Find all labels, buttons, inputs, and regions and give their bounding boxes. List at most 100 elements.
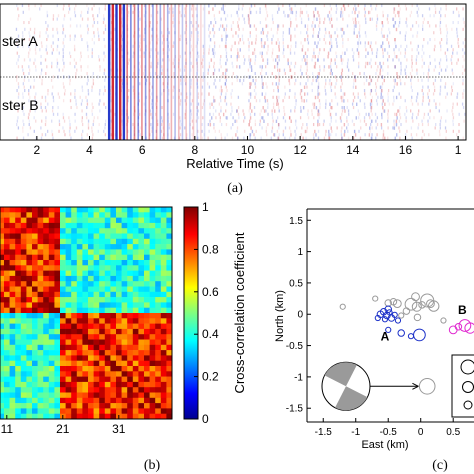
matrix-cell xyxy=(76,403,83,409)
trace-noise-mark xyxy=(39,31,41,35)
trace-noise-mark xyxy=(24,89,26,93)
trace-noise-mark xyxy=(167,112,169,116)
trace-noise-mark xyxy=(364,65,367,69)
matrix-cell xyxy=(65,207,72,213)
matrix-cell xyxy=(116,244,122,250)
trace-noise-mark xyxy=(63,17,65,21)
matrix-cell xyxy=(60,291,66,298)
trace-noise-mark xyxy=(184,116,186,120)
late-phase-mark xyxy=(239,38,241,42)
matrix-cell xyxy=(54,238,61,245)
trace-noise-mark xyxy=(230,112,232,116)
trace-noise-mark xyxy=(415,21,418,25)
arrival-stripe xyxy=(126,4,128,140)
late-phase-mark xyxy=(304,24,307,28)
trace-noise-mark xyxy=(456,7,458,11)
matrix-cell xyxy=(99,307,106,314)
matrix-cell xyxy=(93,403,100,409)
matrix-cell xyxy=(110,297,117,303)
trace-noise-mark xyxy=(208,51,210,55)
trace-noise-mark xyxy=(44,133,47,137)
matrix-cell xyxy=(37,408,44,414)
matrix-cell xyxy=(54,217,61,224)
trace-noise-mark xyxy=(195,58,198,62)
late-phase-mark xyxy=(221,38,223,42)
trace-noise-mark xyxy=(417,14,419,18)
trace-noise-mark xyxy=(161,116,163,120)
trace-noise-mark xyxy=(317,55,319,59)
trace-noise-mark xyxy=(184,75,186,79)
trace-noise-mark xyxy=(103,102,105,106)
matrix-cell xyxy=(127,360,134,367)
matrix-cell xyxy=(26,339,33,346)
matrix-cell xyxy=(132,249,139,255)
trace-noise-mark xyxy=(277,68,279,72)
trace-noise-mark xyxy=(74,34,76,38)
matrix-cell xyxy=(65,286,72,293)
trace-noise-mark xyxy=(40,126,42,130)
trace-noise-mark xyxy=(74,14,77,18)
trace-noise-mark xyxy=(421,119,423,123)
late-phase-mark xyxy=(260,38,263,42)
matrix-cell xyxy=(93,244,100,250)
matrix-cell xyxy=(82,366,89,372)
trace-noise-mark xyxy=(376,14,378,18)
matrix-cell xyxy=(60,217,66,224)
late-phase-mark xyxy=(277,89,280,93)
matrix-cell xyxy=(4,265,10,271)
trace-noise-mark xyxy=(271,72,273,76)
trace-noise-mark xyxy=(121,119,123,123)
matrix-cell xyxy=(82,238,89,245)
trace-noise-mark xyxy=(143,4,146,8)
matrix-cell xyxy=(43,233,50,240)
matrix-cell xyxy=(65,228,72,234)
matrix-cell xyxy=(138,302,145,308)
trace-noise-mark xyxy=(41,68,43,72)
trace-noise-mark xyxy=(417,78,419,82)
trace-noise-mark xyxy=(178,95,180,99)
matrix-cell xyxy=(121,302,128,308)
trace-noise-mark xyxy=(411,24,414,28)
late-phase-mark xyxy=(223,10,226,15)
matrix-cell xyxy=(121,360,128,367)
trace-noise-mark xyxy=(254,123,257,127)
matrix-cell xyxy=(9,238,16,245)
trace-noise-mark xyxy=(226,14,229,18)
matrix-cell xyxy=(26,376,33,383)
late-phase-mark xyxy=(264,41,266,45)
trace-noise-mark xyxy=(92,119,95,123)
matrix-cell xyxy=(144,286,150,293)
matrix-cell xyxy=(88,238,94,245)
trace-noise-mark xyxy=(127,95,129,99)
trace-noise-mark xyxy=(388,102,391,106)
late-phase-mark xyxy=(380,123,383,127)
trace-noise-mark xyxy=(195,21,197,25)
trace-noise-mark xyxy=(63,44,65,48)
trace-noise-mark xyxy=(358,27,361,31)
trace-noise-mark xyxy=(387,14,389,18)
trace-noise-mark xyxy=(145,44,147,48)
trace-noise-mark xyxy=(319,21,321,25)
matrix-cell xyxy=(121,323,128,330)
matrix-cell xyxy=(104,408,111,414)
matrix-cell xyxy=(20,387,27,393)
matrix-cell xyxy=(166,265,172,271)
trace-noise-mark xyxy=(34,99,36,103)
trace-noise-mark xyxy=(244,75,246,79)
trace-noise-mark xyxy=(446,31,449,35)
trace-noise-mark xyxy=(336,7,338,11)
matrix-cell xyxy=(166,413,172,419)
trace-noise-mark xyxy=(283,68,286,72)
matrix-cell xyxy=(26,360,33,367)
matrix-cell xyxy=(104,233,111,240)
arrival-stripe xyxy=(189,4,191,140)
trace-noise-mark xyxy=(186,4,188,8)
matrix-cell xyxy=(37,360,44,367)
epicenter-x-tick-label: 0 xyxy=(418,427,424,438)
trace-noise-mark xyxy=(191,99,194,103)
late-phase-mark xyxy=(369,126,371,130)
trace-noise-mark xyxy=(381,116,383,120)
matrix-cell xyxy=(121,297,128,303)
trace-noise-mark xyxy=(172,112,175,116)
trace-noise-mark xyxy=(294,34,296,38)
